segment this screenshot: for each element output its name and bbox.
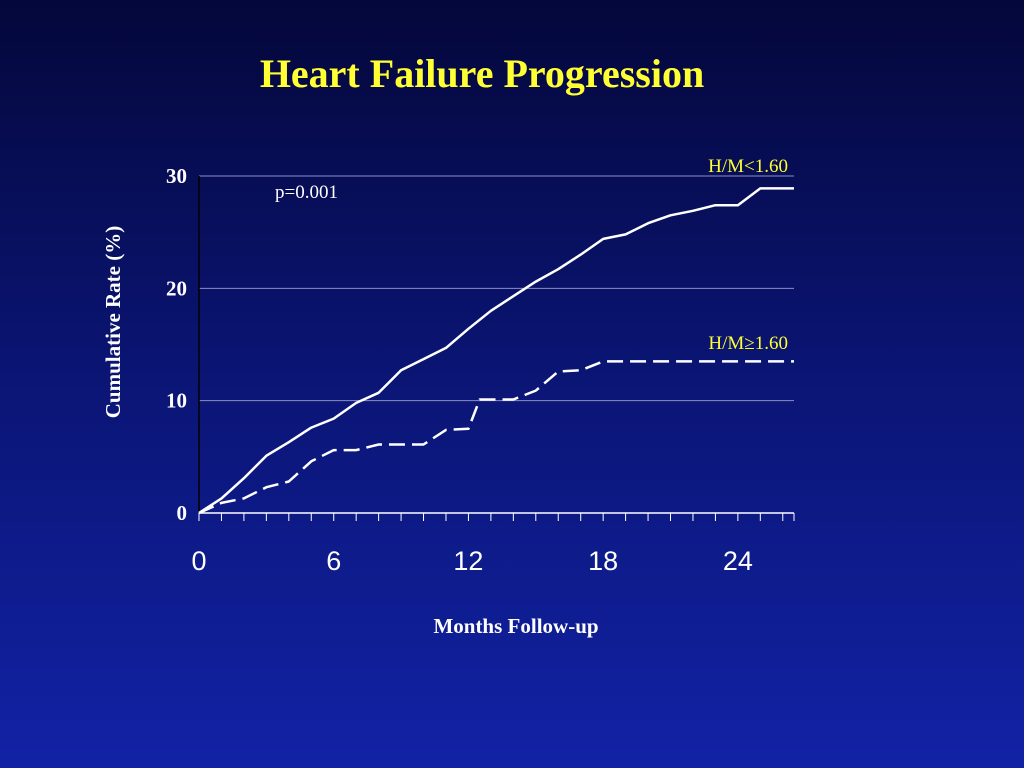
series-line-0 [198,187,794,515]
x-tick-label: 12 [453,546,483,576]
x-tick-label: 0 [191,546,206,576]
y-tick-label: 30 [166,164,187,188]
p-value-annotation: p=0.001 [275,182,338,203]
series-label-high-hm: H/M≥1.60 [708,333,788,354]
y-tick-label: 0 [177,501,188,525]
y-tick-label: 10 [166,389,187,413]
series-label-low-hm: H/M<1.60 [708,156,788,177]
gridlines [199,175,794,402]
y-axis-title: Cumulative Rate (%) [101,226,125,418]
x-tick-label: 6 [326,546,341,576]
x-axis-title: Months Follow-up [433,614,598,638]
tick-labels: 0 10 20 30 0 6 12 18 24 [166,164,753,576]
slide-title: Heart Failure Progression [259,51,705,96]
series-line-1 [198,360,794,515]
series-lines [198,187,794,515]
axes [198,176,795,521]
y-tick-label: 20 [166,276,187,300]
x-tick-label: 18 [588,546,618,576]
x-tick-label: 24 [723,546,753,576]
